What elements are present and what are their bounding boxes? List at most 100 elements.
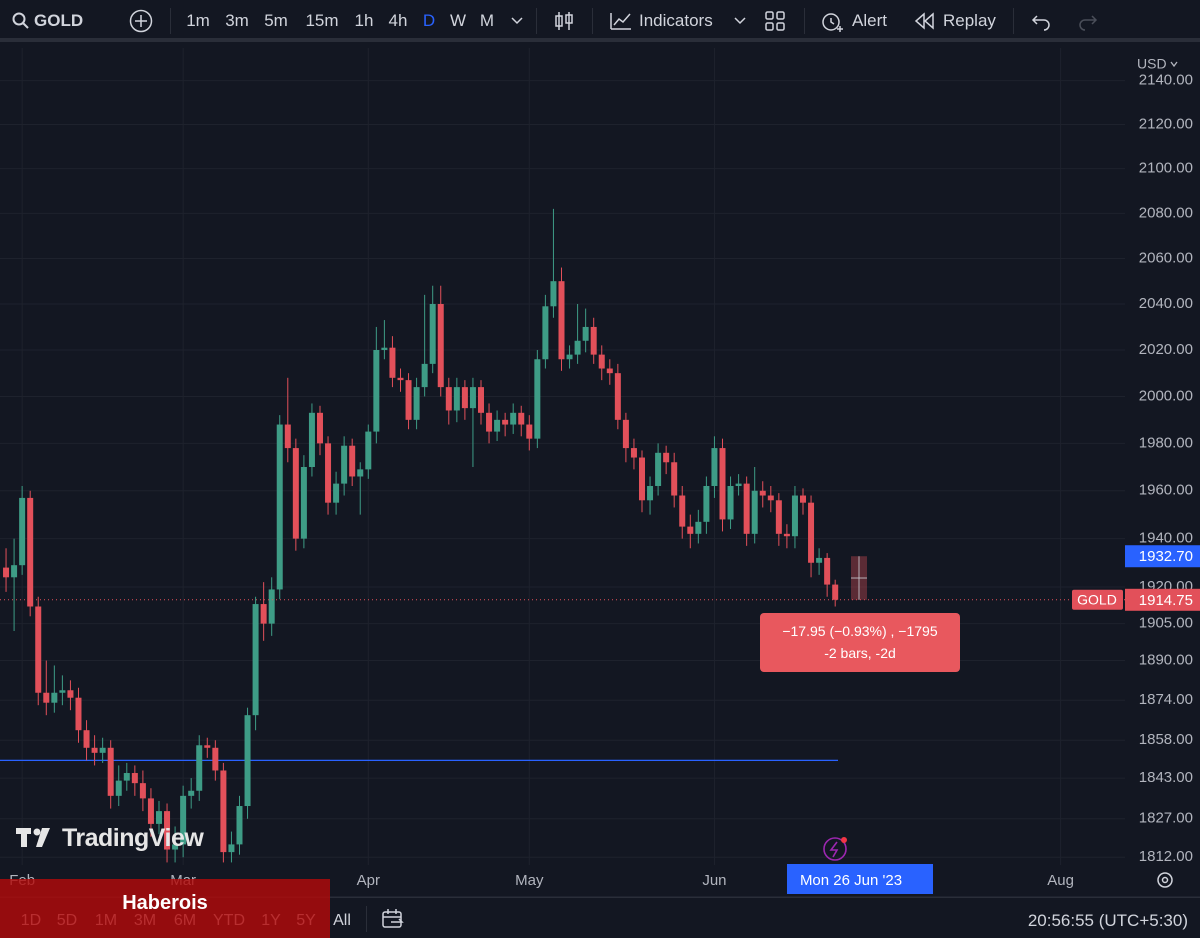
candle-body [614, 373, 621, 420]
chart-type-button[interactable] [552, 9, 576, 33]
separator [536, 8, 537, 34]
candle-body [389, 347, 396, 378]
y-tick-label: 1858.00 [1139, 731, 1193, 748]
candle-body [590, 326, 597, 355]
currency-label: USD [1137, 56, 1167, 72]
axis-settings [1157, 872, 1173, 888]
interval-button[interactable]: D [422, 11, 436, 30]
watermark-logo [16, 828, 50, 847]
candle-body [679, 495, 686, 527]
date-range-button[interactable] [381, 907, 405, 931]
candle-body [526, 424, 533, 439]
candle-body [663, 452, 670, 463]
candle-body [236, 806, 243, 845]
separator [1013, 8, 1014, 34]
indicators-dropdown[interactable] [733, 14, 747, 28]
candle-body [83, 730, 90, 748]
candle-body [3, 567, 10, 578]
indicators-icon[interactable] [608, 9, 634, 33]
y-tick-label: 2020.00 [1139, 341, 1193, 358]
y-tick-label: 1960.00 [1139, 482, 1193, 499]
candle-body [180, 795, 187, 845]
candle-body [477, 387, 484, 413]
separator [804, 8, 805, 34]
candle-body [413, 387, 420, 420]
candle-body [11, 565, 18, 578]
candle-body [518, 412, 525, 425]
candle-body [172, 844, 179, 850]
candle-body [220, 770, 227, 853]
candle-body [735, 483, 742, 486]
crosshair-date-bg [787, 864, 933, 894]
candle-body [647, 485, 654, 501]
candle-body [461, 387, 468, 409]
indicators-button[interactable]: Indicators [639, 11, 713, 30]
candle-body [357, 469, 364, 477]
candle-body [453, 387, 460, 411]
candle-body [808, 502, 815, 563]
candle-body [381, 347, 388, 350]
search-icon[interactable] [12, 12, 30, 30]
interval-button[interactable]: 1h [354, 11, 374, 30]
candle-body [751, 490, 758, 534]
candle-body [767, 495, 774, 501]
range-button[interactable]: All [333, 912, 351, 929]
candle-body [671, 462, 678, 496]
candle-body [799, 495, 806, 503]
interval-button[interactable]: 5m [264, 11, 288, 30]
compare-button[interactable] [129, 9, 153, 33]
layouts-button[interactable] [764, 10, 786, 32]
x-tick-label: Apr [357, 872, 380, 889]
y-tick-label: 1843.00 [1139, 769, 1193, 786]
alert-icon[interactable] [820, 9, 846, 33]
candle-body [164, 811, 171, 850]
y-tick-label: 1940.00 [1139, 530, 1193, 547]
candle-body [35, 606, 42, 693]
candle-body [139, 783, 146, 799]
candle-body [91, 747, 98, 753]
candle-body [550, 281, 557, 307]
interval-dropdown[interactable] [510, 14, 524, 28]
watermark: TradingView [62, 824, 204, 852]
symbol[interactable]: GOLD [34, 11, 84, 30]
y-tick-label: 1890.00 [1139, 651, 1193, 668]
x-tick-label: Jun [702, 872, 726, 889]
candle-body [308, 412, 315, 467]
candle-body [276, 424, 283, 590]
candle-body [196, 745, 203, 791]
candle-body [824, 557, 831, 585]
interval-button[interactable]: W [449, 11, 467, 30]
candle-body [397, 377, 404, 381]
interval-button[interactable]: 3m [225, 11, 249, 30]
candle-body [147, 798, 154, 824]
interval-button[interactable]: 1m [186, 11, 210, 30]
candle-body [638, 457, 645, 501]
interval-button[interactable]: M [479, 11, 495, 30]
candle-body [711, 448, 718, 486]
clock: 20:56:55 (UTC+5:30) [1027, 911, 1188, 930]
candle-body [188, 790, 195, 796]
redo-button[interactable] [1076, 11, 1098, 31]
candle-body [622, 419, 629, 449]
candle-body [494, 419, 501, 432]
candle-body [727, 485, 734, 520]
measure-tooltip: −17.95 (−0.93%) , −1795 -2 bars, -2d [760, 613, 960, 672]
candle-body [131, 773, 138, 784]
lightning-bolt [829, 841, 839, 858]
candle-body [341, 445, 348, 484]
candle-body [99, 747, 106, 753]
replay-icon[interactable] [914, 11, 936, 31]
candle-body [405, 380, 412, 420]
y-tick-label: 2120.00 [1139, 115, 1193, 132]
undo-button[interactable] [1031, 11, 1053, 31]
crosshair-price-label: 1932.70 [1139, 548, 1193, 565]
candle-body [743, 483, 750, 534]
interval-button[interactable]: 15m [305, 11, 339, 30]
replay-button[interactable]: Replay [943, 11, 996, 30]
y-tick-label: 1905.00 [1139, 615, 1193, 632]
interval-button[interactable]: 4h [388, 11, 408, 30]
candle-body [558, 281, 565, 360]
alert-button[interactable]: Alert [852, 11, 887, 30]
